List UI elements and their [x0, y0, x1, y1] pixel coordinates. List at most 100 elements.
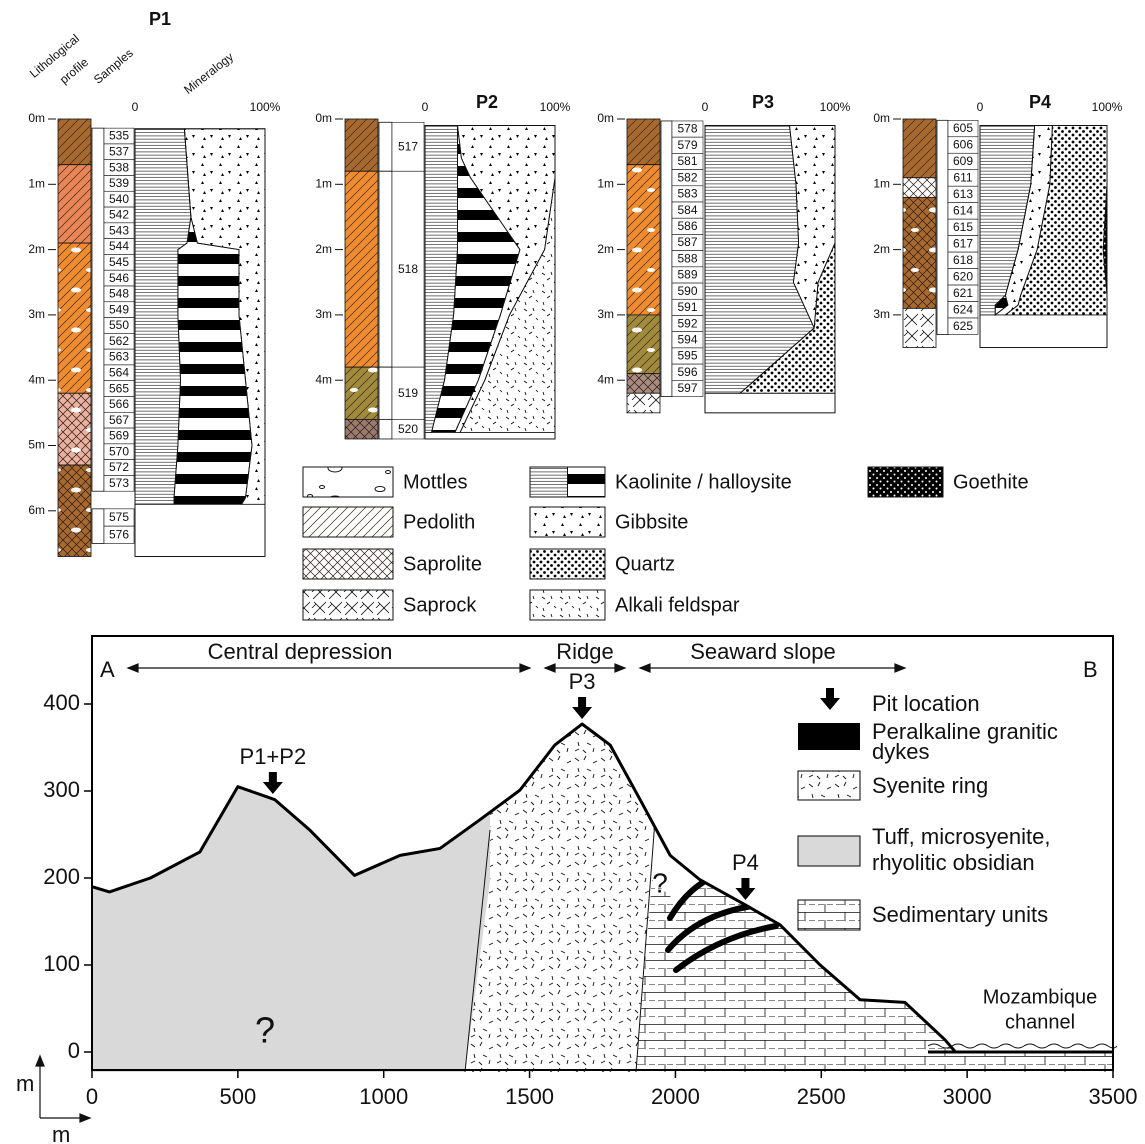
sample-id: 519 [398, 386, 418, 400]
layer-outline [626, 392, 661, 414]
sample-id: 613 [953, 187, 973, 201]
sample-id: 537 [109, 144, 129, 158]
sample-id: 592 [677, 316, 697, 330]
pit-label: P1+P2 [240, 744, 307, 769]
legend-swatch [797, 835, 861, 867]
pit-arrow [572, 697, 593, 720]
sample-id: 625 [953, 319, 973, 333]
depth-label: 4m [28, 372, 45, 386]
layer-pattern [903, 308, 936, 348]
sea-surface [927, 1043, 1118, 1049]
sample-id: 535 [109, 129, 129, 143]
sample-id: 550 [109, 318, 129, 332]
layer-mottles [627, 314, 660, 374]
layer-mottles [58, 243, 91, 394]
sample-id: 564 [109, 365, 129, 379]
layer-mottles [58, 465, 91, 557]
legend-label: Kaolinite / halloysite [615, 471, 792, 493]
profile-title: P1 [149, 9, 171, 29]
frame [91, 635, 1114, 1071]
lithology-layer [626, 164, 661, 316]
sample-id: 565 [109, 381, 129, 395]
sample-id: 589 [677, 268, 697, 282]
sample-id: 591 [677, 300, 697, 314]
layer-outline [902, 307, 937, 348]
x-tick-label: 3500 [1089, 1084, 1138, 1109]
profile-title: P3 [752, 92, 774, 112]
layer-pattern [58, 164, 91, 244]
legend-label: Syenite ring [872, 773, 988, 798]
sample-id: 563 [109, 350, 129, 364]
lithology-layer [344, 118, 379, 172]
lithology-layer [902, 307, 937, 348]
sample-id: 542 [109, 208, 129, 222]
depth-label: 1m [315, 176, 332, 190]
sample-cell [947, 317, 979, 335]
legend-label: dykes [872, 739, 929, 764]
sample-id: 605 [953, 121, 973, 135]
lithology-layer [902, 196, 937, 309]
legend-label: Sedimentary units [872, 902, 1048, 927]
y-tick-label: 200 [43, 864, 80, 889]
legend-label: rhyolitic obsidian [872, 850, 1035, 875]
sample-id: 594 [677, 332, 697, 346]
sample-id: 543 [109, 223, 129, 237]
depth-label: 0m [28, 111, 45, 125]
sample-id: 581 [677, 154, 697, 168]
sample-id: 583 [677, 187, 697, 201]
depth-label: 3m [597, 307, 614, 321]
unknown-mark: ? [255, 1010, 275, 1051]
sample-id: 584 [677, 203, 697, 217]
profile-title: P2 [476, 92, 498, 112]
lithology-layer [626, 118, 661, 166]
sample-group [378, 366, 393, 420]
sample-id: 596 [677, 365, 697, 379]
sample-id: 562 [109, 334, 129, 348]
sample-id: 588 [677, 251, 697, 265]
legend-label: Alkali feldspar [615, 594, 740, 616]
sample-id: 544 [109, 239, 129, 253]
lithology-layer [902, 118, 937, 179]
pit-arrow [735, 877, 756, 900]
depth-label: 0m [315, 111, 332, 125]
sample-id: 582 [677, 170, 697, 184]
legend-arrow [820, 688, 840, 710]
layer-mottles [627, 164, 660, 315]
sample-id: 597 [677, 381, 697, 395]
lithology-layer [344, 170, 379, 368]
sample-id: 615 [953, 220, 973, 234]
layer-outline [57, 464, 92, 557]
zone-label: Seaward slope [690, 639, 836, 664]
sample-id: 579 [677, 138, 697, 152]
depth-label: 0m [597, 111, 614, 125]
sample-id: 614 [953, 204, 973, 218]
sample-id: 621 [953, 286, 973, 300]
sample-id: 566 [109, 397, 129, 411]
legend-swatch [797, 770, 861, 801]
sample-id: 520 [398, 422, 418, 436]
legend-label: Gibbsite [615, 511, 688, 533]
legend-label: Quartz [615, 553, 675, 575]
sample-id: 548 [109, 287, 129, 301]
x-tick-label: 500 [219, 1084, 256, 1109]
sample-id: 611 [953, 171, 972, 185]
mineral-area [459, 125, 556, 433]
sample-id: 606 [953, 138, 973, 152]
profile-title: P4 [1029, 92, 1051, 112]
layer-pattern [58, 119, 91, 165]
legend-swatch [797, 899, 861, 931]
y-tick-label: 100 [43, 951, 80, 976]
legend-swatch [302, 466, 394, 498]
sample-cell [671, 380, 704, 397]
mineral-tick-label: 100% [1092, 100, 1123, 114]
lithology-layer [626, 314, 661, 375]
mineral-tick-label: 100% [250, 100, 281, 114]
lithology-layer [57, 164, 92, 244]
sample-cell [391, 121, 425, 172]
sample-id: 549 [109, 302, 129, 316]
sample-id: 569 [109, 429, 129, 443]
sample-group [660, 120, 673, 397]
legend-swatch [302, 506, 394, 538]
x-tick-label: 1500 [505, 1084, 554, 1109]
